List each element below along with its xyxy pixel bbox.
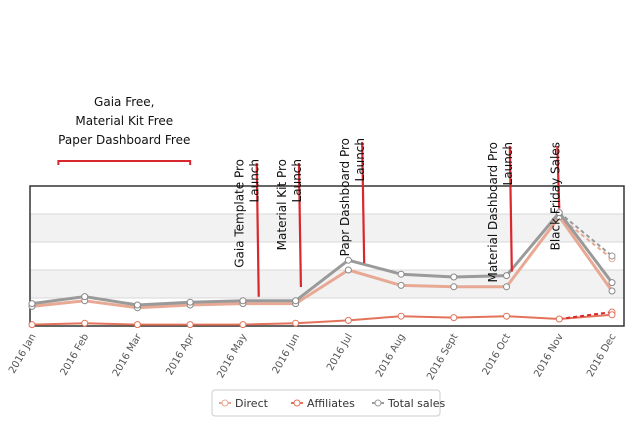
series-line bbox=[31, 215, 614, 310]
legend-label: Total sales bbox=[387, 397, 445, 410]
annotation-label: Papr Dashboard Pro bbox=[338, 138, 352, 256]
data-point bbox=[344, 316, 352, 324]
x-tick-label: 2016 Aug bbox=[374, 332, 408, 379]
legend-marker bbox=[293, 399, 301, 407]
annotation-label: Paper Dashboard Free bbox=[58, 133, 190, 147]
annotation-bracket bbox=[57, 160, 192, 165]
annotation-marker bbox=[556, 145, 561, 209]
series-affiliates bbox=[28, 308, 616, 329]
annotation: Black Friday Sales bbox=[548, 142, 562, 250]
data-point bbox=[186, 321, 194, 329]
annotation-marker bbox=[361, 141, 366, 264]
annotation-label: Launch bbox=[501, 142, 515, 185]
grid-lines bbox=[29, 185, 625, 327]
annotation-label: Gaia Template Pro bbox=[233, 159, 247, 268]
legend-label: Affiliates bbox=[307, 397, 355, 410]
data-point bbox=[450, 314, 458, 322]
annotation: Papr Dashboard Pro Launch bbox=[338, 138, 367, 264]
x-tick-label: 2016 Oct bbox=[481, 332, 514, 377]
series-projection bbox=[559, 311, 613, 320]
annotation-marker bbox=[508, 145, 513, 272]
annotation: Gaia Free, Material Kit Free Paper Dashboa… bbox=[57, 95, 192, 165]
series-line bbox=[31, 211, 614, 307]
grid-band bbox=[30, 214, 624, 242]
data-point bbox=[555, 209, 563, 217]
legend-item-total-sales[interactable]: Total sales bbox=[372, 397, 445, 410]
legend-item-direct[interactable]: Direct bbox=[219, 397, 269, 410]
data-point bbox=[28, 300, 36, 308]
series-total-sales bbox=[28, 209, 616, 309]
data-point bbox=[28, 321, 36, 329]
data-point bbox=[239, 321, 247, 329]
x-tick-label: 2016 Feb bbox=[59, 332, 92, 378]
data-point bbox=[450, 283, 458, 291]
x-axis-ticks: 2016 Jan 2016 Feb 2016 Mar 2016 Apr 2016 May… bbox=[7, 331, 619, 382]
annotation-label: Launch bbox=[290, 159, 304, 202]
annotation: Gaia Template Pro Launch bbox=[233, 159, 262, 297]
data-point bbox=[292, 297, 300, 305]
data-point-projected bbox=[608, 252, 616, 260]
annotation: Material Dashboard Pro Launch bbox=[486, 142, 515, 283]
data-point bbox=[608, 287, 616, 295]
annotations: Gaia Free, Material Kit Free Paper Dashboa… bbox=[57, 95, 562, 297]
annotation-marker bbox=[297, 162, 303, 288]
x-tick-label: 2016 Sept bbox=[425, 332, 460, 382]
x-tick-label: 2016 Jul bbox=[325, 332, 355, 373]
x-tick-label: 2016 Dec bbox=[585, 332, 619, 379]
data-point bbox=[186, 298, 194, 306]
legend-box bbox=[211, 389, 441, 417]
annotation: Material Kit Pro Launch bbox=[275, 159, 304, 288]
annotation-label: Black Friday Sales bbox=[548, 142, 562, 250]
data-point bbox=[608, 279, 616, 287]
data-point bbox=[292, 319, 300, 327]
data-point bbox=[503, 272, 511, 280]
series-projection bbox=[558, 216, 613, 260]
plot-border bbox=[29, 185, 625, 327]
legend-label: Direct bbox=[235, 397, 269, 410]
data-point bbox=[397, 281, 405, 289]
legend-item-affiliates[interactable]: Affiliates bbox=[291, 397, 355, 410]
data-point bbox=[503, 312, 511, 320]
annotation-label: Material Dashboard Pro bbox=[486, 142, 500, 283]
x-tick-label: 2016 Nov bbox=[532, 332, 566, 379]
data-point bbox=[450, 273, 458, 281]
data-point bbox=[397, 312, 405, 320]
data-point bbox=[81, 293, 89, 301]
legend-marker bbox=[374, 399, 382, 407]
x-tick-label: 2016 Jan bbox=[7, 332, 39, 376]
data-point bbox=[503, 283, 511, 291]
series-layer bbox=[28, 209, 616, 329]
legend[interactable]: Direct Affiliates Total sales bbox=[211, 389, 445, 417]
data-point bbox=[81, 319, 89, 327]
data-point bbox=[608, 311, 616, 319]
annotation-label: Material Kit Free bbox=[75, 114, 173, 128]
annotation-label: Launch bbox=[248, 159, 262, 202]
data-point bbox=[239, 297, 247, 305]
x-tick-label: 2016 Jun bbox=[271, 332, 303, 376]
data-point bbox=[344, 266, 352, 274]
x-tick-label: 2016 Mar bbox=[111, 331, 145, 378]
annotation-label: Material Kit Pro bbox=[275, 159, 289, 250]
x-tick-label: 2016 Apr bbox=[164, 331, 197, 377]
series-direct bbox=[28, 213, 616, 312]
series-projection bbox=[558, 211, 613, 257]
legend-marker bbox=[221, 399, 229, 407]
annotation-label: Launch bbox=[353, 138, 367, 181]
series-line bbox=[31, 313, 613, 326]
data-point bbox=[344, 256, 352, 264]
data-point bbox=[133, 301, 141, 309]
data-point bbox=[397, 270, 405, 278]
data-point bbox=[555, 315, 563, 323]
x-tick-label: 2016 May bbox=[215, 332, 249, 380]
annotation-marker bbox=[255, 162, 260, 297]
annotation-label: Gaia Free, bbox=[94, 95, 154, 109]
data-point bbox=[133, 321, 141, 329]
